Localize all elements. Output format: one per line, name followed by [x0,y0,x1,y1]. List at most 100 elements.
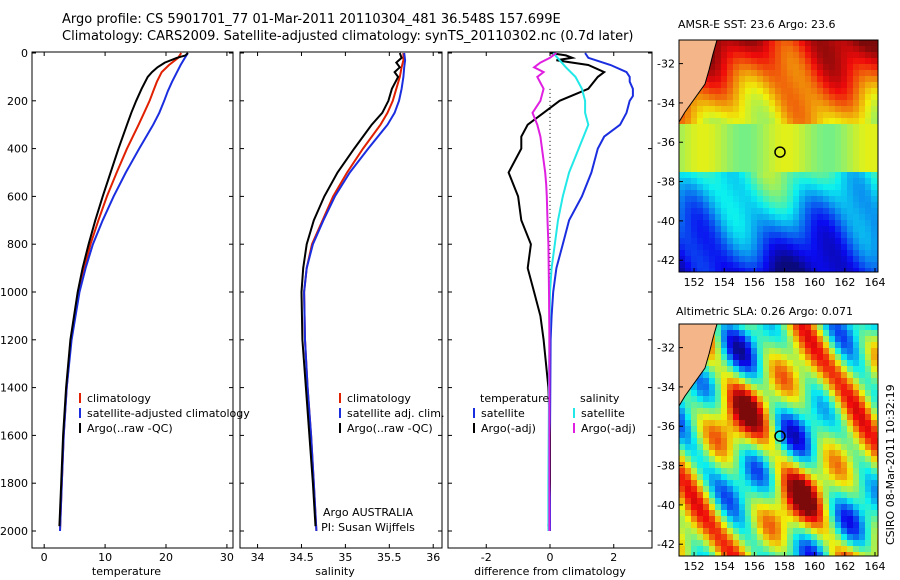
sla-map-cell [871,432,877,438]
sst-map-cell [775,202,781,208]
sst-map-cell [781,154,787,160]
sla-map-cell [703,456,709,462]
sla-map-cell [829,534,835,540]
sla-map-cell [757,528,763,534]
sla-map-cell [829,348,835,354]
sst-map-cell [841,178,847,184]
sla-map-cell [751,474,757,480]
sla-map-cell [823,486,829,492]
sst-map-cell [679,166,685,172]
sla-map-cell [841,426,847,432]
sla-map-cell [703,522,709,528]
sla-map-cell [847,360,853,366]
sst-map-cell [829,154,835,160]
sla-map-cell [847,414,853,420]
sst-map-argo-marker [774,146,786,158]
sla-map-cell [853,450,859,456]
sst-map-cell [787,88,793,94]
sst-map-cell [715,184,721,190]
sla-map-cell [799,396,805,402]
sla-map-cell [781,474,787,480]
sla-map-cell [715,354,721,360]
sla-map-cell [727,438,733,444]
sst-map-cell [841,88,847,94]
sla-map-cell [775,396,781,402]
sst-map-cell [799,208,805,214]
sla-map-cell [757,390,763,396]
sla-map-cell [679,528,685,534]
sst-map-cell [727,130,733,136]
sla-map-cell [871,498,877,504]
sst-map-cell [751,226,757,232]
sst-map-cell [763,58,769,64]
sla-map-cell [829,492,835,498]
sst-map-cell [691,106,697,112]
sla-map-cell [769,552,775,556]
sla-map-cell [709,516,715,522]
sla-map-cell [805,348,811,354]
sst-map-cell [841,238,847,244]
sst-map-cell [709,76,715,82]
sla-map-cell [763,510,769,516]
sla-map-cell [763,354,769,360]
sst-map-cell [703,82,709,88]
sla-map-cell [691,420,697,426]
sst-map-cell [721,112,727,118]
sla-map-cell [775,474,781,480]
sst-map-cell [739,100,745,106]
sla-map-cell [811,468,817,474]
sla-map-cell [781,360,787,366]
sla-map-cell [751,438,757,444]
sla-map-cell [835,552,841,556]
sla-map-cell [793,432,799,438]
sla-map-cell [787,552,793,556]
sla-map-cell [739,342,745,348]
sla-map-cell [829,444,835,450]
temperature-legend-label: climatology [87,392,151,405]
sla-map-cell [823,540,829,546]
sst-map-cell [823,250,829,256]
sla-map-cell [799,546,805,552]
sst-map-cell [727,112,733,118]
sla-map-cell [775,486,781,492]
sst-map-cell [703,238,709,244]
sla-map-cell [799,432,805,438]
sla-map-cell [859,456,865,462]
sst-map-cell [871,64,877,70]
sst-map-cell [835,202,841,208]
sst-map-cell [793,268,799,272]
sst-map-cell [793,166,799,172]
sla-map-cell [811,330,817,336]
sst-map-cell [811,244,817,250]
sla-map-cell [799,330,805,336]
sla-map-cell [739,540,745,546]
sla-map-cell [739,498,745,504]
sst-map-cell [769,202,775,208]
sst-map-cell [751,100,757,106]
sla-map-cell [781,444,787,450]
sst-map-cell [835,262,841,268]
sla-map-cell [721,354,727,360]
sla-map-cell [805,510,811,516]
sla-map-cell [793,438,799,444]
sla-map-cell [793,420,799,426]
sst-map-cell [751,40,757,46]
sst-map-cell [859,208,865,214]
sst-map-cell [841,172,847,178]
sst-map-cell [847,64,853,70]
sla-map-cell [715,342,721,348]
sst-map-cell [805,88,811,94]
sla-map-cell [751,486,757,492]
sst-map-cell [769,136,775,142]
sst-map-cell [853,160,859,166]
sla-map-cell [679,414,685,420]
sla-map-cell [823,480,829,486]
sst-map-cell [853,196,859,202]
sst-map-cell [763,148,769,154]
sla-map-cell [727,450,733,456]
sst-map-cell [811,226,817,232]
sla-map-cell [775,516,781,522]
sla-map-cell [679,444,685,450]
sla-map-cell [691,498,697,504]
sst-map-cell [709,148,715,154]
